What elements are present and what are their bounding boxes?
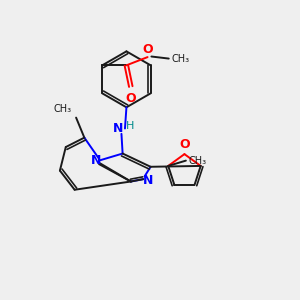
- Text: CH₃: CH₃: [171, 54, 189, 64]
- Text: N: N: [113, 122, 124, 135]
- Text: CH₃: CH₃: [188, 156, 206, 166]
- Text: H: H: [126, 121, 134, 131]
- Text: O: O: [142, 43, 153, 56]
- Text: N: N: [91, 154, 101, 167]
- Text: O: O: [179, 138, 190, 151]
- Text: N: N: [143, 174, 154, 187]
- Text: O: O: [125, 92, 136, 105]
- Text: CH₃: CH₃: [54, 104, 72, 114]
